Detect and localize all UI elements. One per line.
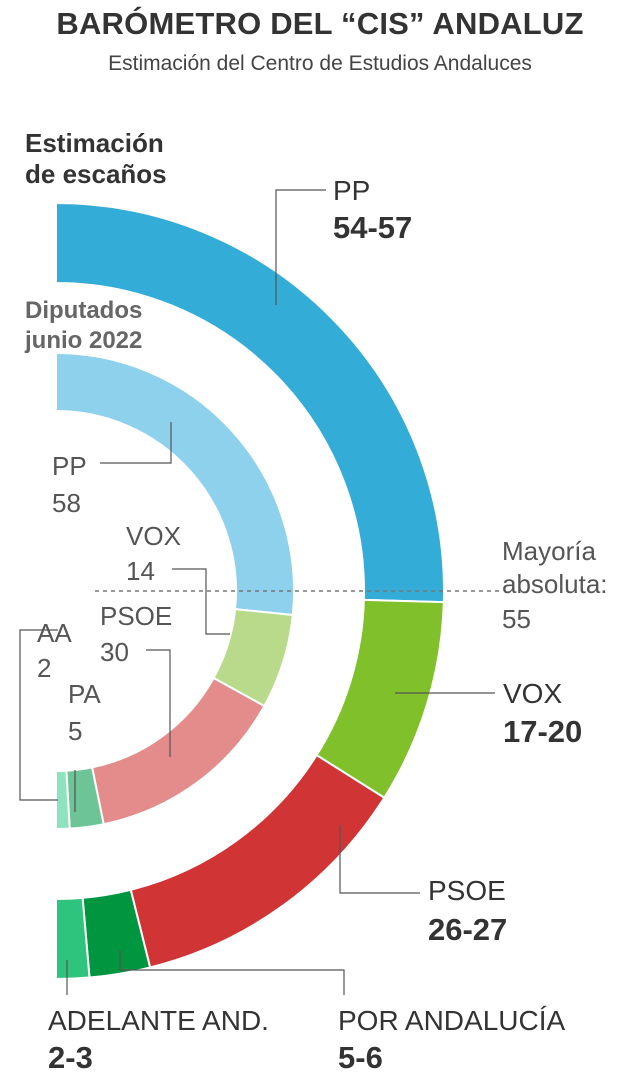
inner-label-pa-value: 5: [68, 716, 82, 746]
inner-label-aa-value: 2: [37, 653, 51, 683]
outer-label-psoe-range: 26-27: [428, 912, 507, 947]
inner-label-vox-name: VOX: [126, 521, 181, 551]
outer-label-aa-name: ADELANTE AND.: [48, 1005, 269, 1036]
outer-label-pa-name: POR ANDALUCÍA: [338, 1005, 565, 1036]
outer-label-vox-name: VOX: [503, 678, 562, 709]
inner-ring-title-line2: junio 2022: [24, 327, 142, 354]
inner-arc-psoe: [90, 676, 266, 826]
leader-outer-pa: [119, 950, 345, 995]
leader-outer-pp: [275, 189, 326, 305]
chart-title: BARÓMETRO DEL “CIS” ANDALUZ: [56, 6, 584, 41]
outer-label-aa-range: 2-3: [48, 1040, 93, 1075]
leader-inner-vox: [172, 568, 230, 635]
inner-arc-pp: [55, 351, 295, 617]
leader-outer-psoe: [339, 825, 420, 894]
leader-inner-aa: [19, 629, 58, 801]
inner-label-vox-value: 14: [126, 556, 155, 586]
outer-label-vox-range: 17-20: [503, 714, 582, 749]
majority-label-line1: Mayoría: [502, 536, 596, 566]
inner-label-aa-name: AA: [37, 618, 72, 648]
leader-inner-pp: [100, 422, 172, 464]
inner-label-psoe-name: PSOE: [100, 601, 172, 631]
outer-label-pp-name: PP: [333, 175, 370, 206]
outer-ring: [55, 201, 445, 981]
outer-ring-title-line1: Estimación: [25, 128, 164, 158]
majority-value: 55: [502, 604, 531, 634]
leader-inner-psoe: [146, 649, 171, 757]
inner-label-pp-value: 58: [52, 488, 81, 518]
chart-subtitle: Estimación del Centro de Estudios Andalu…: [108, 52, 532, 75]
inner-label-pa-name: PA: [68, 679, 101, 709]
inner-label-psoe-value: 30: [100, 637, 129, 667]
inner-label-pp-name: PP: [52, 451, 87, 481]
inner-arc-aa: [55, 769, 71, 831]
outer-arc-aa: [55, 896, 91, 981]
outer-label-pa-range: 5-6: [338, 1040, 383, 1075]
majority-label-line2: absoluta:: [502, 569, 608, 599]
inner-ring-title-line1: Diputados: [25, 297, 142, 324]
outer-ring-title-line2: de escaños: [25, 159, 167, 189]
inner-ring: [55, 351, 295, 831]
outer-label-pp-range: 54-57: [333, 210, 412, 245]
outer-label-psoe-name: PSOE: [428, 875, 506, 906]
